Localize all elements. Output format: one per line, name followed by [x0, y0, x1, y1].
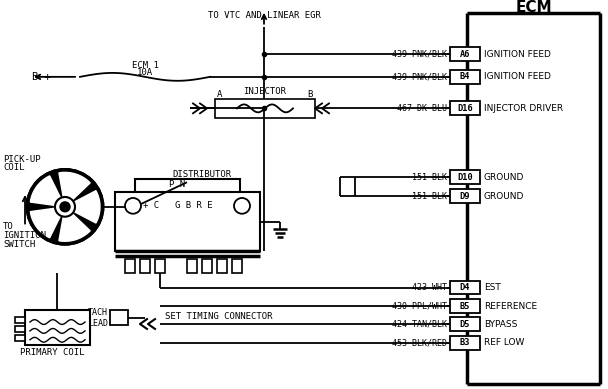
- Text: SWITCH: SWITCH: [3, 240, 35, 249]
- Text: 10A: 10A: [137, 68, 153, 77]
- Text: DISTRIBUTOR: DISTRIBUTOR: [173, 170, 232, 179]
- Text: 423 WHT: 423 WHT: [412, 283, 447, 292]
- Text: PICK-UP: PICK-UP: [3, 155, 41, 164]
- Text: B4: B4: [460, 72, 470, 81]
- Text: 439 PNK/BLK: 439 PNK/BLK: [392, 72, 447, 81]
- Bar: [450, 47, 480, 61]
- Text: GROUND: GROUND: [484, 191, 524, 200]
- Text: BYPASS: BYPASS: [484, 319, 517, 329]
- Text: GROUND: GROUND: [484, 173, 524, 182]
- Bar: [15, 317, 25, 323]
- Text: 151 BLK: 151 BLK: [412, 191, 447, 200]
- Bar: [115, 192, 260, 251]
- Text: IGNITION FEED: IGNITION FEED: [484, 72, 551, 81]
- Text: EST: EST: [484, 283, 501, 292]
- Text: COIL: COIL: [3, 163, 24, 172]
- Text: B3: B3: [460, 338, 470, 347]
- Text: D10: D10: [457, 173, 473, 182]
- Bar: [450, 317, 480, 331]
- Bar: [25, 310, 90, 345]
- Circle shape: [60, 202, 70, 212]
- Text: PRIMARY COIL: PRIMARY COIL: [20, 348, 85, 357]
- Text: D5: D5: [460, 319, 470, 329]
- Polygon shape: [59, 207, 90, 241]
- Text: INJECTOR DRIVER: INJECTOR DRIVER: [484, 104, 563, 113]
- Text: B +: B +: [32, 72, 50, 82]
- Text: IGNITION FEED: IGNITION FEED: [484, 50, 551, 59]
- Bar: [215, 98, 315, 118]
- Text: A6: A6: [460, 50, 470, 59]
- Bar: [140, 259, 150, 273]
- Text: 430 PPL/WHT: 430 PPL/WHT: [392, 302, 447, 311]
- Text: INJECTOR: INJECTOR: [243, 87, 286, 96]
- Bar: [135, 179, 240, 197]
- Text: B: B: [307, 90, 313, 99]
- Bar: [450, 300, 480, 313]
- Circle shape: [55, 197, 75, 217]
- Circle shape: [125, 198, 141, 214]
- Text: + C: + C: [143, 202, 159, 210]
- Bar: [450, 189, 480, 203]
- Bar: [125, 259, 135, 273]
- Bar: [450, 102, 480, 115]
- Bar: [155, 259, 165, 273]
- Polygon shape: [59, 172, 90, 207]
- Text: D9: D9: [460, 191, 470, 200]
- Bar: [450, 281, 480, 294]
- Text: 467 DK BLU: 467 DK BLU: [397, 104, 447, 113]
- Text: B5: B5: [460, 302, 470, 311]
- Bar: [202, 259, 212, 273]
- Text: TACH
LEAD: TACH LEAD: [88, 308, 108, 328]
- Text: D16: D16: [457, 104, 473, 113]
- Polygon shape: [30, 176, 65, 207]
- Text: P N: P N: [169, 180, 185, 189]
- Bar: [15, 335, 25, 341]
- Text: D4: D4: [460, 283, 470, 292]
- Text: ECM 1: ECM 1: [131, 61, 159, 70]
- Bar: [450, 336, 480, 350]
- Text: TO VTC AND LINEAR EGR: TO VTC AND LINEAR EGR: [207, 11, 320, 20]
- Circle shape: [27, 170, 103, 244]
- Bar: [187, 259, 197, 273]
- Text: 453 BLK/RED: 453 BLK/RED: [392, 338, 447, 347]
- Text: REF LOW: REF LOW: [484, 338, 524, 347]
- Text: REFERENCE: REFERENCE: [484, 302, 537, 311]
- Polygon shape: [65, 191, 100, 223]
- Text: G B R E: G B R E: [175, 202, 213, 210]
- Bar: [450, 170, 480, 184]
- Polygon shape: [30, 207, 65, 238]
- Text: ECM: ECM: [515, 0, 552, 16]
- Bar: [217, 259, 227, 273]
- Bar: [110, 310, 128, 325]
- Text: 424 TAN/BLK: 424 TAN/BLK: [392, 319, 447, 329]
- Text: TO: TO: [3, 222, 14, 231]
- Text: 151 BLK: 151 BLK: [412, 173, 447, 182]
- Text: A: A: [217, 90, 223, 99]
- Bar: [232, 259, 242, 273]
- Text: SET TIMING CONNECTOR: SET TIMING CONNECTOR: [165, 312, 272, 321]
- Text: 439 PNK/BLK: 439 PNK/BLK: [392, 50, 447, 59]
- Circle shape: [234, 198, 250, 214]
- Bar: [450, 70, 480, 84]
- Text: IGNITION: IGNITION: [3, 231, 46, 240]
- Bar: [15, 326, 25, 332]
